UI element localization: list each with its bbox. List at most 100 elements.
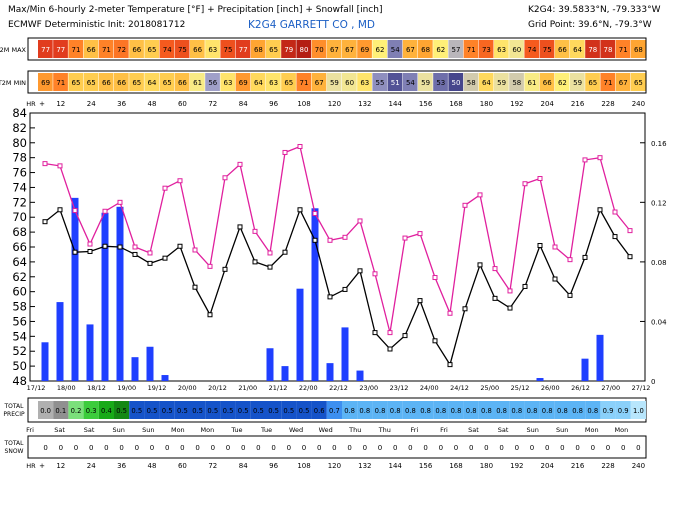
min-strip-cell <box>463 73 479 91</box>
precip-cell <box>615 401 631 419</box>
precip-bar <box>266 348 274 381</box>
precip-cell <box>418 401 434 419</box>
day-label: Sun <box>526 426 538 434</box>
max-temp-point <box>372 271 378 277</box>
hour-row-bottom-hour: 36 <box>117 462 126 470</box>
date-label: 19/00 <box>117 384 136 392</box>
max-temp-point <box>312 211 318 216</box>
precip-cell <box>266 401 282 419</box>
date-label: 24/00 <box>420 384 439 392</box>
min-strip-cell <box>159 73 175 91</box>
snow-value: 0 <box>59 444 63 452</box>
day-label: Tue <box>230 426 242 434</box>
min-strip-value: 66 <box>178 79 187 87</box>
max-strip-cell <box>585 40 600 58</box>
precip-cell <box>235 401 251 419</box>
hour-row-top-hour: 84 <box>239 100 248 108</box>
date-label: 22/00 <box>299 384 318 392</box>
min-temp-point <box>207 312 213 318</box>
max-strip-cell <box>494 40 509 58</box>
min-temp-point <box>42 219 48 225</box>
min-strip-cell <box>509 73 524 91</box>
max-strip-cell <box>311 40 327 58</box>
max-strip-value: 62 <box>376 46 385 54</box>
hour-row-bottom-hour: 120 <box>328 462 341 470</box>
min-strip-cell <box>615 73 631 91</box>
y-tick-label: 54 <box>12 329 27 343</box>
snow-value: 0 <box>89 444 93 452</box>
max-strip-value: 66 <box>87 46 96 54</box>
precip-value: 0.5 <box>238 407 249 415</box>
max-strip-value: 68 <box>421 46 430 54</box>
hour-row-bottom-hour: 24 <box>87 462 96 470</box>
precip-bar <box>146 346 154 381</box>
min-strip-value: 59 <box>573 79 582 87</box>
precip-value: 0.8 <box>405 407 416 415</box>
min-temp-point <box>567 292 573 298</box>
min-temp-point <box>432 338 438 344</box>
hour-row-top-hour: 48 <box>148 100 157 108</box>
min-strip-value: 65 <box>588 79 597 87</box>
max-strip-cell <box>326 40 342 58</box>
min-temp-point <box>57 207 63 213</box>
max-strip-value: 54 <box>391 46 400 54</box>
day-label: Sat <box>498 426 509 434</box>
precip-bar <box>86 324 94 381</box>
min-strip-cell <box>296 73 312 91</box>
max-temp-point <box>537 176 543 182</box>
min-strip-value: 64 <box>254 79 263 87</box>
hour-row-bottom-hour: 144 <box>389 462 403 470</box>
precip-bar <box>281 366 289 381</box>
y-tick-label: 64 <box>12 255 27 269</box>
precip-cell <box>554 401 570 419</box>
max-strip-cell <box>539 40 555 58</box>
min-temp-point <box>357 268 363 274</box>
hour-row-bottom-hour: 180 <box>480 462 493 470</box>
precip-value: 0.0 <box>40 407 51 415</box>
min-temp-point <box>192 284 198 290</box>
y-tick-label: 84 <box>12 106 27 120</box>
day-label: Thu <box>378 426 391 434</box>
precip-value: 0.5 <box>253 407 264 415</box>
max-strip-cell <box>478 40 494 58</box>
max-strip-cell <box>387 40 403 58</box>
precip-value: 0.8 <box>451 407 462 415</box>
snow-value: 0 <box>43 444 47 452</box>
max-strip-value: 71 <box>467 46 476 54</box>
min-temp-point <box>252 259 258 265</box>
precip-value: 0.8 <box>557 407 568 415</box>
max-strip-cell <box>448 40 464 58</box>
precip-value: 0.2 <box>71 407 82 415</box>
precip-cell <box>402 401 418 419</box>
precip-cell <box>53 401 69 419</box>
precip-value: 0.8 <box>375 407 386 415</box>
day-label: Tue <box>260 426 272 434</box>
date-label: 24/12 <box>450 384 469 392</box>
day-label: Wed <box>319 426 333 434</box>
precip-cell <box>190 401 206 419</box>
max-strip-value: 65 <box>269 46 278 54</box>
precip-strip-label: TOTAL <box>3 403 24 410</box>
snow-strip-label: TOTAL <box>3 440 24 447</box>
snow-value: 0 <box>545 444 549 452</box>
precip-value: 0.9 <box>603 407 614 415</box>
y-tick-label: 68 <box>12 225 27 239</box>
max-strip-value: 75 <box>224 46 233 54</box>
max-temp-point <box>522 181 528 187</box>
hour-row-bottom-hour: 240 <box>632 462 645 470</box>
max-temp-point <box>162 185 168 191</box>
precip-value: 0.8 <box>481 407 492 415</box>
snow-strip-frame <box>27 435 647 459</box>
max-strip-cell <box>83 40 99 58</box>
day-label: Mon <box>614 426 628 434</box>
hour-row-top-hour: 240 <box>632 100 645 108</box>
max-temp-point <box>327 237 333 243</box>
max-strip-cell <box>630 40 646 58</box>
max-temp-point <box>402 235 408 241</box>
precip-value: 0.8 <box>420 407 431 415</box>
snow-value: 0 <box>439 444 443 452</box>
max-strip-value: 67 <box>330 46 339 54</box>
max-strip-value: 71 <box>102 46 111 54</box>
precip-cell <box>144 401 160 419</box>
max-strip-value: 71 <box>72 46 81 54</box>
